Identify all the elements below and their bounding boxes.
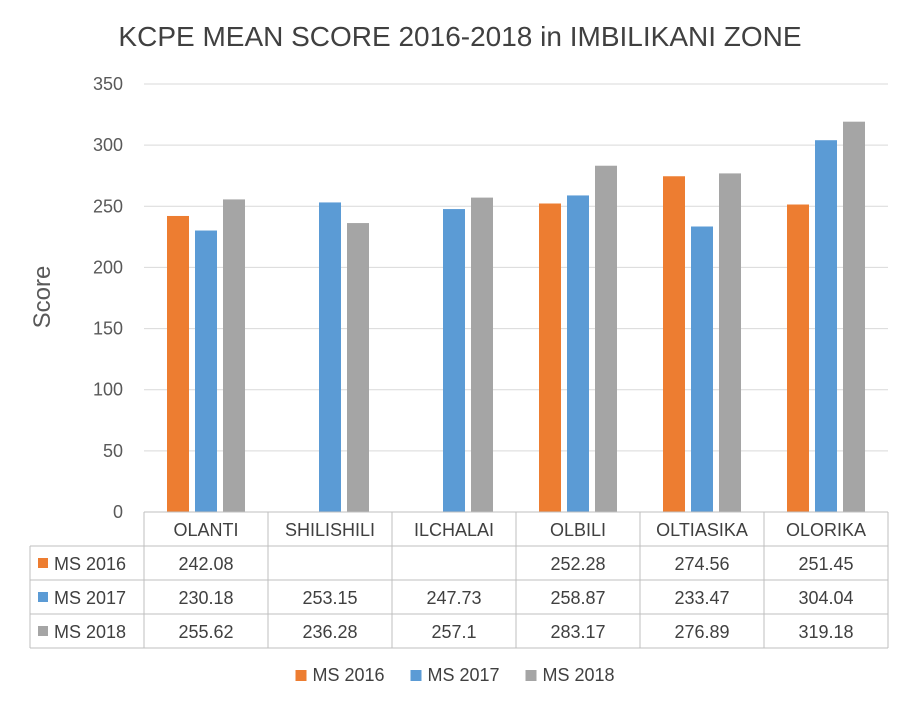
- category-label-shilishili: SHILISHILI: [285, 520, 375, 540]
- table-cell-ms-2016-olorika: 251.45: [798, 554, 853, 574]
- category-label-ilchalai: ILCHALAI: [414, 520, 494, 540]
- table-row-label-ms-2016: MS 2016: [54, 554, 126, 574]
- bar-ms-2017-olanti: [195, 230, 217, 512]
- y-tick-label-150: 150: [93, 319, 123, 339]
- table-cell-ms-2018-olanti: 255.62: [178, 622, 233, 642]
- legend-label-ms-2018: MS 2018: [543, 665, 615, 685]
- table-cell-ms-2016-olanti: 242.08: [178, 554, 233, 574]
- table-cell-ms-2016-oltiasika: 274.56: [674, 554, 729, 574]
- data-table: OLANTI SHILISHILI ILCHALAI OLBILI OLTIASIKA O…: [29, 511, 889, 649]
- bar-ms-2018-shilishili: [347, 223, 369, 513]
- table-cell-ms-2017-shilishili: 253.15: [302, 588, 357, 608]
- bar-ms-2018-olanti: [223, 199, 245, 512]
- category-label-olbili: OLBILI: [550, 520, 606, 540]
- y-tick-label-200: 200: [93, 257, 123, 277]
- y-tick-label-0: 0: [113, 502, 123, 522]
- bar-ms-2017-shilishili: [319, 202, 341, 512]
- table-cell-ms-2018-ilchalai: 257.1: [431, 622, 476, 642]
- table-cell-ms-2018-shilishili: 236.28: [302, 622, 357, 642]
- bar-ms-2017-olorika: [815, 140, 837, 512]
- y-tick-label-350: 350: [93, 74, 123, 94]
- table-cell-ms-2017-oltiasika: 233.47: [674, 588, 729, 608]
- bar-ms-2016-olanti: [167, 215, 189, 512]
- y-tick-label-50: 50: [103, 441, 123, 461]
- table-cell-ms-2017-olorika: 304.04: [798, 588, 853, 608]
- bar-ms-2018-olbili: [595, 165, 617, 512]
- y-tick-label-300: 300: [93, 135, 123, 155]
- legend-label-ms-2016: MS 2016: [313, 665, 385, 685]
- bar-ms-2016-oltiasika: [663, 176, 685, 512]
- legend-label-ms-2017: MS 2017: [428, 665, 500, 685]
- table-row-label-ms-2017: MS 2017: [54, 588, 126, 608]
- table-cell-ms-2016-olbili: 252.28: [550, 554, 605, 574]
- table-key-ms-2017: [38, 592, 48, 602]
- table-cell-ms-2017-olanti: 230.18: [178, 588, 233, 608]
- category-label-olanti: OLANTI: [173, 520, 238, 540]
- bar-ms-2017-oltiasika: [691, 226, 713, 512]
- category-label-olorika: OLORIKA: [786, 520, 866, 540]
- legend: MS 2016 MS 2017 MS 2018: [295, 665, 615, 685]
- table-cell-ms-2018-oltiasika: 276.89: [674, 622, 729, 642]
- table-row-label-ms-2018: MS 2018: [54, 622, 126, 642]
- table-key-ms-2016: [38, 558, 48, 568]
- table-key-ms-2018: [38, 626, 48, 636]
- bar-ms-2017-ilchalai: [443, 209, 465, 513]
- bar-ms-2017-olbili: [567, 195, 589, 512]
- y-axis-title: Score: [29, 266, 56, 329]
- table-cell-ms-2018-olorika: 319.18: [798, 622, 853, 642]
- y-tick-label-100: 100: [93, 380, 123, 400]
- table-cell-ms-2017-olbili: 258.87: [550, 588, 605, 608]
- table-cell-ms-2018-olbili: 283.17: [550, 622, 605, 642]
- category-label-oltiasika: OLTIASIKA: [656, 520, 748, 540]
- bar-ms-2018-ilchalai: [471, 197, 493, 512]
- table-cell-ms-2017-ilchalai: 247.73: [426, 588, 481, 608]
- legend-swatch-ms-2018: [525, 670, 537, 681]
- bar-ms-2018-olorika: [843, 121, 865, 513]
- y-axis-ticks: 0 50 100 150 200 250 300 350: [93, 74, 123, 522]
- legend-swatch-ms-2017: [410, 670, 422, 681]
- chart-title: KCPE MEAN SCORE 2016-2018 in IMBILIKANI …: [118, 21, 801, 52]
- bar-ms-2016-olorika: [787, 204, 809, 512]
- bars: [167, 121, 865, 513]
- y-tick-label-250: 250: [93, 196, 123, 216]
- bar-ms-2016-olbili: [539, 203, 561, 512]
- gridlines: [144, 83, 888, 513]
- legend-swatch-ms-2016: [295, 670, 307, 681]
- bar-ms-2018-oltiasika: [719, 173, 741, 513]
